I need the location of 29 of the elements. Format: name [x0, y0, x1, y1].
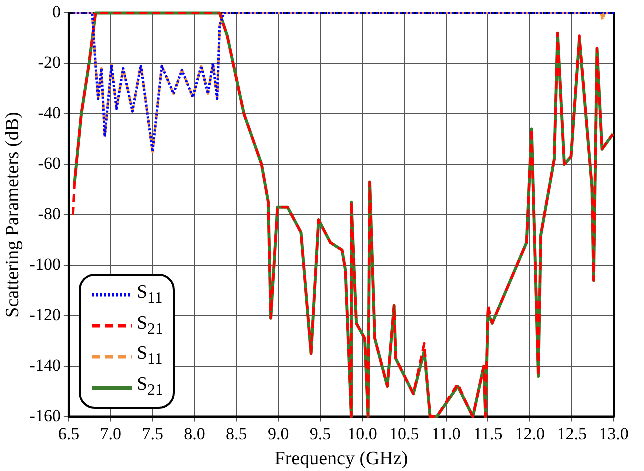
- legend-label: S$_{11}$: [136, 342, 163, 370]
- y-tick-label: -100: [30, 254, 61, 274]
- x-tick-label: 6.5: [58, 424, 80, 444]
- x-tick-label: 9.0: [268, 424, 290, 444]
- y-tick-label: -60: [38, 154, 61, 174]
- x-tick-label: 13.0: [599, 424, 629, 444]
- y-tick-label: 0: [52, 2, 61, 22]
- x-tick-label: 12.5: [557, 424, 587, 444]
- legend-label: S$_{21}$: [136, 373, 164, 401]
- y-axis-title: Scattering Parameters (dB): [2, 112, 24, 318]
- x-tick-label: 8.0: [184, 424, 206, 444]
- y-tick-label: -160: [30, 406, 61, 426]
- x-tick-label: 7.0: [100, 424, 122, 444]
- legend-label: S$_{11}$: [136, 280, 163, 309]
- y-tick-label: -80: [38, 204, 61, 224]
- x-tick-label: 7.5: [142, 424, 164, 444]
- x-tick-label: 8.5: [226, 424, 248, 444]
- legend-label: S$_{21}$: [136, 312, 164, 340]
- x-axis-title: Frequency (GHz): [274, 448, 408, 470]
- x-tick-label: 11.5: [474, 424, 503, 444]
- x-tick-label: 9.5: [310, 424, 332, 444]
- y-tick-label: -20: [38, 53, 61, 72]
- x-tick-label: 10.0: [348, 424, 378, 444]
- x-tick-label: 10.5: [389, 424, 420, 444]
- y-tick-label: -40: [38, 104, 61, 123]
- x-tick-label: 12.0: [515, 424, 546, 444]
- x-tick-label: 11.0: [432, 424, 461, 444]
- y-tick-label: -140: [30, 356, 61, 375]
- y-tick-label: -120: [30, 305, 61, 324]
